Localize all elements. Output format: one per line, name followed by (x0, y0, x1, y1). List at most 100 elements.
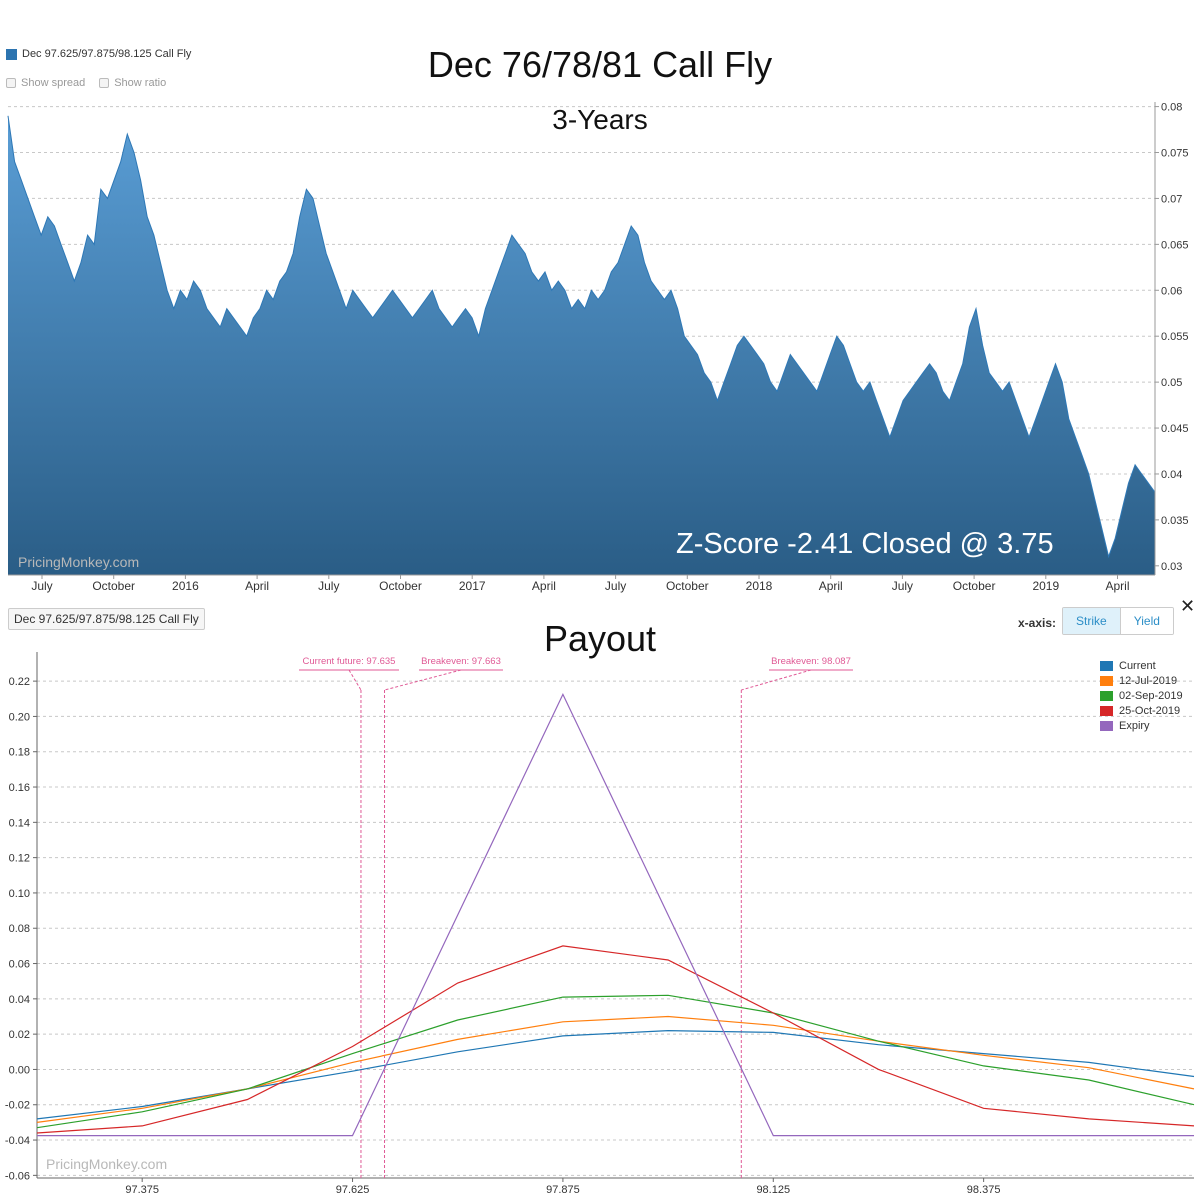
payout-gridlines (37, 680, 1194, 1176)
marker-breakeven: Breakeven: 97.663 (384, 656, 503, 1178)
checkbox-icon[interactable] (99, 78, 110, 88)
xaxis-toggle-group: Strike Yield (1062, 607, 1174, 635)
top-x-tick-label: 2016 (172, 579, 199, 593)
top-y-tick-label: 0.055 (1161, 331, 1189, 343)
top-y-ticks: 0.03 0.035 0.04 0.045 0.05 0.055 0.06 0.065 0.07… (1155, 102, 1189, 573)
legend-item[interactable]: Current (1100, 658, 1183, 673)
history-line (7, 115, 1156, 559)
strategy-chip[interactable]: Dec 97.625/97.875/98.125 Call Fly (8, 608, 205, 630)
payout-y-tick-label: 0.06 (9, 959, 30, 971)
payout-x-tick-label: 97.375 (125, 1184, 159, 1196)
strike-button[interactable]: Strike (1063, 608, 1120, 634)
payout-x-tick-label: 97.875 (546, 1184, 580, 1196)
top-watermark: PricingMonkey.com (18, 554, 140, 570)
marker-current-future: Current future: 97.635 (299, 656, 399, 1178)
yield-button[interactable]: Yield (1119, 608, 1173, 634)
payout-y-tick-label: 0.20 (9, 711, 30, 723)
top-y-tick-label: 0.06 (1161, 285, 1182, 297)
top-x-tick-label: 2017 (459, 579, 486, 593)
legend-label: Expiry (1119, 719, 1150, 732)
top-y-tick-label: 0.03 (1161, 561, 1182, 573)
payout-x-ticks: 97.375 97.625 97.875 98.125 98.375 (125, 1178, 1000, 1196)
top-y-tick-label: 0.04 (1161, 469, 1182, 481)
zscore-annotation: Z-Score -2.41 Closed @ 3.75 (676, 528, 1054, 560)
top-x-tick-label: July (892, 579, 913, 593)
payout-y-tick-label: 0.10 (9, 888, 30, 900)
top-x-tick-label: April (1105, 579, 1129, 593)
payout-y-tick-label: 0.22 (9, 676, 30, 688)
legend-label: 02-Sep-2019 (1119, 689, 1183, 702)
xaxis-selector-label: x-axis: (1018, 616, 1057, 630)
payout-y-tick-label: 0.16 (9, 782, 30, 794)
top-x-tick-label: October (92, 579, 135, 593)
legend-item[interactable]: 02-Sep-2019 (1100, 688, 1183, 703)
marker-label: Breakeven: 97.663 (421, 656, 501, 667)
top-x-tick-label: July (318, 579, 339, 593)
top-y-tick-label: 0.035 (1161, 515, 1189, 527)
series-line-expiry (37, 693, 1194, 1137)
legend-label: 25-Oct-2019 (1119, 704, 1181, 717)
payout-x-tick-label: 98.375 (967, 1184, 1001, 1196)
series-line-current (36, 1029, 1195, 1120)
top-options: Show spread Show ratio (6, 77, 166, 89)
top-y-tick-label: 0.045 (1161, 423, 1189, 435)
top-x-tick-label: 2018 (746, 579, 773, 593)
payout-y-tick-label: -0.06 (5, 1170, 30, 1182)
top-chart-subtitle: 3-Years (552, 104, 648, 135)
close-icon[interactable]: ✕ (1180, 596, 1196, 616)
show-spread-toggle[interactable]: Show spread (6, 77, 85, 89)
top-x-tick-label: April (819, 579, 843, 593)
payout-y-tick-label: 0.02 (9, 1029, 30, 1041)
top-x-ticks: July October 2016 April July October 2017 April… (31, 575, 1130, 593)
payout-y-tick-label: 0.18 (9, 747, 30, 759)
payout-y-tick-label: 0.12 (9, 853, 30, 865)
top-x-tick-label: April (245, 579, 269, 593)
show-ratio-toggle[interactable]: Show ratio (99, 77, 166, 89)
top-y-tick-label: 0.07 (1161, 193, 1182, 205)
top-y-tick-label: 0.08 (1161, 102, 1182, 114)
legend-item[interactable]: 25-Oct-2019 (1100, 703, 1183, 718)
payout-y-tick-label: 0.08 (9, 923, 30, 935)
legend-label: 12-Jul-2019 (1119, 674, 1178, 687)
legend-swatch (1100, 720, 1113, 731)
top-x-tick-label: April (532, 579, 556, 593)
top-chart-title: Dec 76/78/81 Call Fly (427, 44, 773, 85)
legend-swatch (1100, 705, 1113, 716)
series-line-25-oct-2019 (36, 945, 1195, 1134)
payout-x-tick-label: 98.125 (756, 1184, 790, 1196)
top-x-tick-label: October (379, 579, 422, 593)
legend-item[interactable]: 12-Jul-2019 (1100, 673, 1183, 688)
marker-label: Breakeven: 98.087 (771, 656, 851, 667)
payout-y-ticks: -0.06 -0.04 -0.02 0.00 0.02 0.04 0.06 0.08 0.10 0… (5, 676, 37, 1182)
payout-y-tick-label: -0.04 (5, 1135, 30, 1147)
payout-y-tick-label: 0.00 (9, 1064, 30, 1076)
top-legend-label: Dec 97.625/97.875/98.125 Call Fly (22, 48, 192, 60)
payout-series (36, 693, 1195, 1137)
payout-y-tick-label: -0.02 (5, 1100, 30, 1112)
marker-label: Current future: 97.635 (303, 656, 396, 667)
marker-breakeven: Breakeven: 98.087 (740, 656, 853, 1178)
top-x-tick-label: 2019 (1032, 579, 1059, 593)
legend-label: Current (1119, 659, 1156, 672)
checkbox-icon[interactable] (6, 78, 16, 88)
payout-y-tick-label: 0.14 (9, 817, 30, 829)
payout-x-tick-label: 97.625 (336, 1184, 370, 1196)
history-area (8, 115, 1155, 576)
top-x-tick-label: October (666, 579, 709, 593)
series-line-02-sep-2019 (36, 994, 1195, 1129)
legend-item[interactable]: Expiry (1100, 718, 1183, 733)
legend-swatch (6, 48, 17, 60)
legend-swatch (1100, 675, 1113, 686)
top-y-tick-label: 0.065 (1161, 239, 1189, 251)
top-x-tick-label: July (31, 579, 52, 593)
payout-y-tick-label: 0.04 (9, 994, 30, 1006)
top-x-tick-label: October (953, 579, 996, 593)
legend-swatch (1100, 660, 1113, 671)
show-ratio-label: Show ratio (114, 77, 167, 89)
top-legend[interactable]: Dec 97.625/97.875/98.125 Call Fly (6, 48, 191, 60)
show-spread-label: Show spread (21, 77, 86, 89)
history-area-chart: 0.03 0.035 0.04 0.045 0.05 0.055 0.06 0.065 0.07… (7, 102, 1189, 593)
legend-swatch (1100, 690, 1113, 701)
payout-markers: Current future: 97.635 Breakeven: 97.663 B… (299, 656, 853, 1178)
